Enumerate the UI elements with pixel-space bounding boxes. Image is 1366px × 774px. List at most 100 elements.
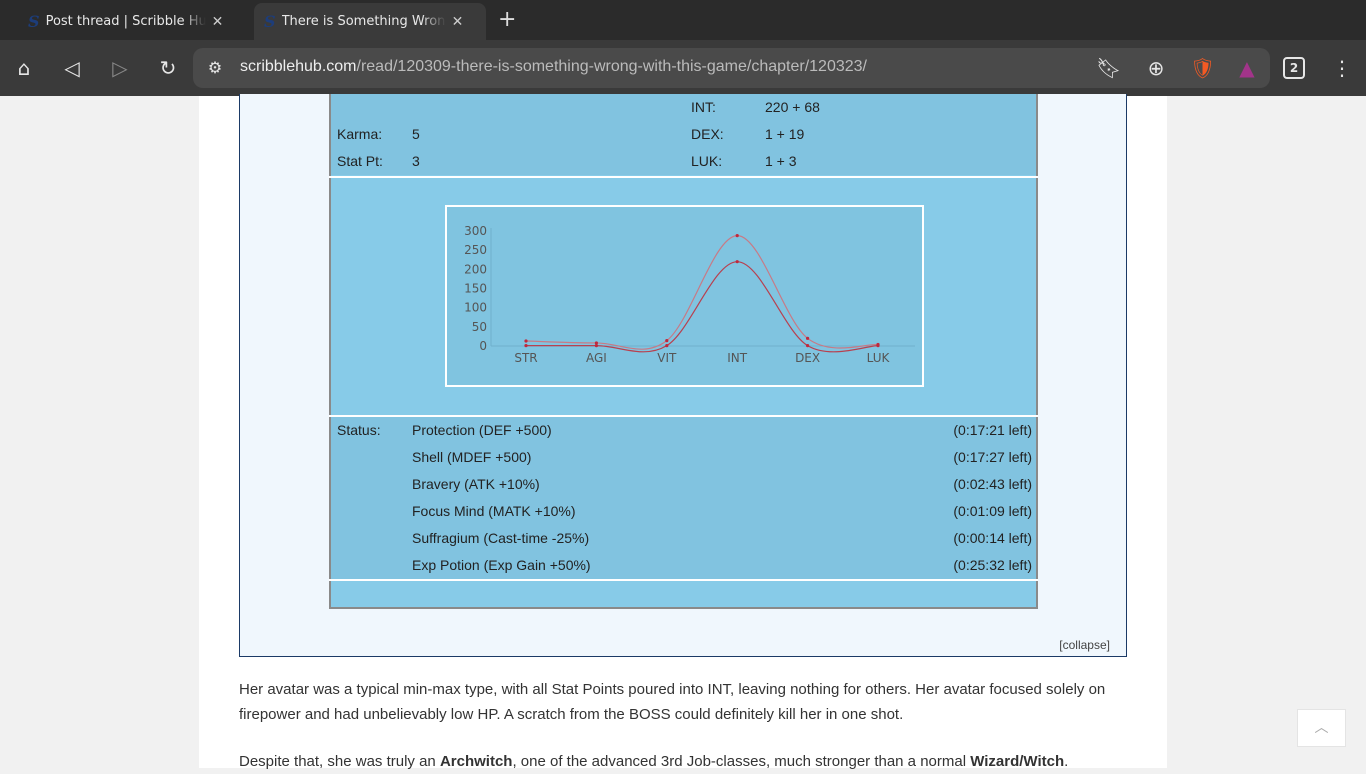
status-band	[331, 417, 1036, 579]
status-time: (0:17:27 left)	[953, 449, 1032, 465]
spoiler-box: INT: 220 + 68 Karma: 5 DEX: 1 + 19 Stat Pt: 3…	[239, 94, 1127, 657]
scribblehub-favicon: S	[264, 12, 276, 31]
tab-title: Post thread | Scribble Hub Forums	[45, 14, 206, 29]
status-time: (0:17:21 left)	[953, 422, 1032, 438]
url-path: /read/120309-there-is-something-wrong-wi…	[356, 58, 868, 75]
url-host: scribblehub.com	[240, 58, 357, 75]
status-window: INT: 220 + 68 Karma: 5 DEX: 1 + 19 Stat Pt: 3…	[329, 94, 1038, 609]
y-tick-label: 150	[464, 282, 487, 296]
scroll-to-top-button[interactable]: ︿	[1297, 709, 1346, 747]
y-tick-label: 300	[464, 224, 487, 238]
stat-value: 1 + 19	[765, 126, 805, 142]
status-label: Status:	[337, 422, 381, 438]
back-icon[interactable]: ◁	[64, 56, 80, 80]
series-line-1	[526, 261, 879, 353]
stat-label: Stat Pt:	[337, 153, 383, 169]
tab-switcher-icon[interactable]: 2	[1283, 57, 1305, 79]
data-point	[735, 234, 739, 238]
x-tick-label: VIT	[657, 351, 677, 365]
x-tick-label: INT	[727, 351, 748, 365]
stat-label: INT:	[691, 99, 716, 115]
stat-label: DEX:	[691, 126, 724, 142]
tab-post-thread[interactable]: S Post thread | Scribble Hub Forums ✕	[18, 3, 233, 40]
divider	[329, 176, 1038, 178]
status-row: Focus Mind (MATK +10%) (0:01:09 left)	[331, 498, 1036, 525]
stat-row: Karma: 5 DEX: 1 + 19	[331, 121, 1036, 148]
status-row: Shell (MDEF +500) (0:17:27 left)	[331, 444, 1036, 471]
status-time: (0:02:43 left)	[953, 476, 1032, 492]
menu-icon[interactable]: ⋮	[1332, 56, 1352, 80]
url-text[interactable]: scribblehub.com/read/120309-there-is-som…	[240, 58, 867, 76]
stat-label: LUK:	[691, 153, 723, 169]
data-point	[806, 336, 810, 340]
address-bar[interactable]: ⚙ scribblehub.com/read/120309-there-is-s…	[193, 48, 1270, 88]
status-effect: Protection (DEF +500)	[412, 422, 552, 438]
tab-chapter[interactable]: S There is Something Wrong with This Game…	[254, 3, 486, 40]
stat-value: 5	[412, 126, 420, 142]
status-row: Exp Potion (Exp Gain +50%) (0:25:32 left)	[331, 552, 1036, 579]
site-settings-icon[interactable]: ⚙	[207, 58, 223, 77]
y-tick-label: 0	[479, 339, 487, 353]
data-point	[524, 344, 528, 348]
y-tick-label: 50	[472, 320, 487, 334]
stat-label: Karma:	[337, 126, 383, 142]
data-point	[665, 339, 669, 343]
scribblehub-favicon: S	[28, 12, 40, 31]
status-row: Bravery (ATK +10%) (0:02:43 left)	[331, 471, 1036, 498]
new-tab-button[interactable]: +	[498, 7, 517, 32]
brave-shields-icon[interactable]: 🛡︎	[1190, 56, 1216, 80]
chart-svg: 0 50 100 150 200 250 300 STR AGI VIT INT DEX LUK	[464, 224, 915, 365]
bold-term: Wizard/Witch	[970, 753, 1065, 770]
data-point	[735, 260, 739, 264]
data-point	[524, 339, 528, 343]
stat-value: 220 + 68	[765, 99, 820, 115]
toolbar: ⌂ ◁ ▷ ↻ ⚙ scribblehub.com/read/120309-th…	[0, 40, 1366, 96]
status-effect: Bravery (ATK +10%)	[412, 476, 540, 492]
paragraph: Despite that, she was truly an Archwitch…	[239, 749, 1139, 774]
bold-term: Archwitch	[439, 753, 513, 770]
x-tick-label: DEX	[795, 351, 820, 365]
stats-band	[331, 94, 1036, 175]
data-point	[665, 344, 669, 348]
home-icon[interactable]: ⌂	[17, 56, 31, 80]
stat-row: Stat Pt: 3 LUK: 1 + 3	[331, 148, 1036, 175]
stats-chart: 0 50 100 150 200 250 300 STR AGI VIT INT DEX LUK	[445, 205, 924, 387]
bookmark-icon[interactable]: 🔖︎	[1096, 56, 1122, 80]
tab-bar: S Post thread | Scribble Hub Forums ✕ S The…	[0, 0, 1366, 40]
brave-rewards-icon[interactable]: ▲	[1239, 56, 1255, 80]
text: , one of the advanced 3rd Job-classes, m…	[512, 753, 971, 770]
reload-icon[interactable]: ↻	[159, 56, 177, 80]
status-time: (0:01:09 left)	[953, 503, 1032, 519]
data-point	[876, 344, 880, 348]
forward-icon[interactable]: ▷	[112, 56, 128, 80]
status-time: (0:00:14 left)	[953, 530, 1032, 546]
stat-value: 3	[412, 153, 420, 169]
divider	[329, 415, 1038, 417]
text: .	[1064, 753, 1069, 770]
divider	[329, 579, 1038, 581]
x-tick-label: STR	[514, 351, 537, 365]
y-tick-label: 250	[464, 243, 487, 257]
status-effect: Suffragium (Cast-time -25%)	[412, 530, 590, 546]
x-tick-label: AGI	[586, 351, 607, 365]
stat-row: INT: 220 + 68	[331, 94, 1036, 121]
paragraph: Her avatar was a typical min-max type, w…	[239, 681, 1106, 723]
status-row: Status: Protection (DEF +500) (0:17:21 lef…	[331, 417, 1036, 444]
status-effect: Exp Potion (Exp Gain +50%)	[412, 557, 591, 573]
download-icon[interactable]: ⊕	[1147, 56, 1165, 80]
collapse-link[interactable]: [collapse]	[1059, 638, 1110, 652]
stat-value: 1 + 3	[765, 153, 797, 169]
text: Despite that, she was truly an	[239, 753, 440, 770]
close-tab-icon[interactable]: ✕	[211, 13, 224, 30]
data-point	[594, 341, 598, 345]
status-time: (0:25:32 left)	[953, 557, 1032, 573]
status-effect: Shell (MDEF +500)	[412, 449, 532, 465]
data-point	[806, 344, 810, 348]
y-tick-label: 100	[464, 301, 487, 315]
series-line-0	[525, 234, 879, 350]
y-tick-label: 200	[464, 262, 487, 276]
data-point	[594, 344, 598, 348]
close-tab-icon[interactable]: ✕	[451, 13, 464, 30]
chapter-content: INT: 220 + 68 Karma: 5 DEX: 1 + 19 Stat Pt: 3…	[199, 94, 1167, 770]
status-effect: Focus Mind (MATK +10%)	[412, 503, 576, 519]
